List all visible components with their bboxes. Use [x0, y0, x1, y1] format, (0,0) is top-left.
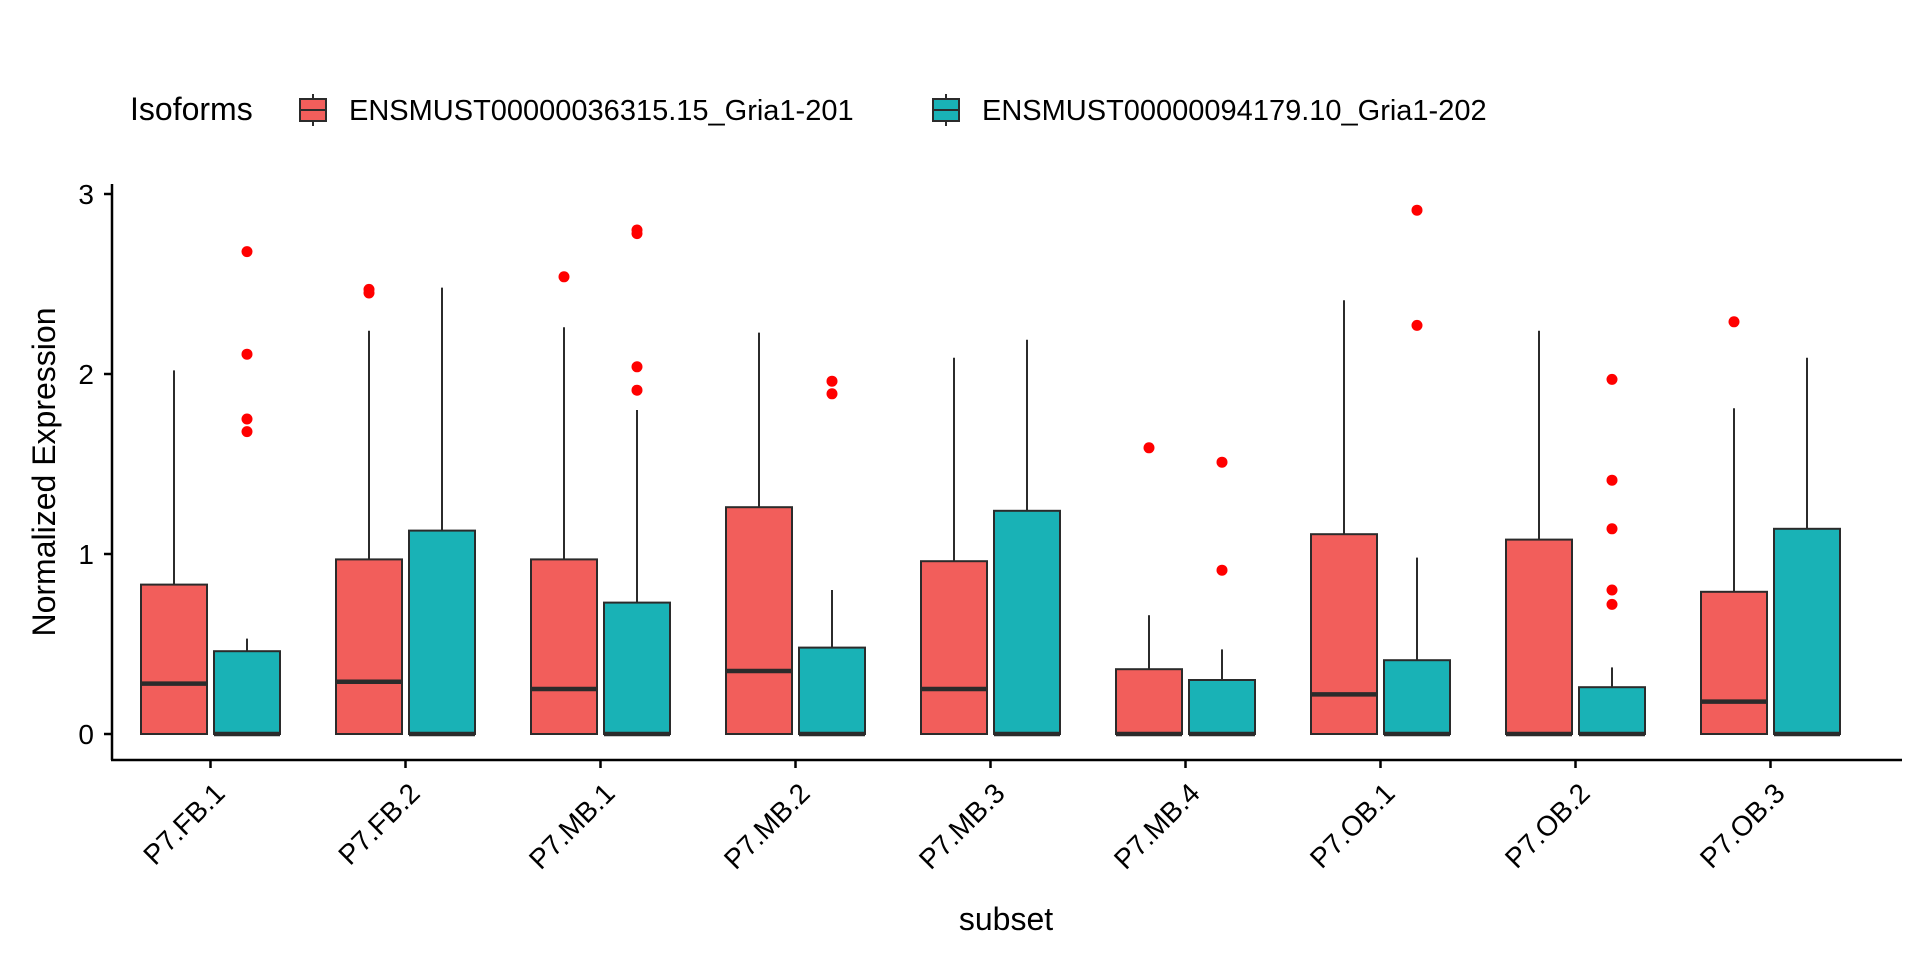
legend-title: Isoforms — [130, 91, 253, 127]
outlier-point — [1411, 319, 1423, 331]
box-p7-fb-1-series-1 — [140, 370, 208, 735]
x-tick-label: P7.MB.2 — [718, 777, 816, 875]
x-tick-label: P7.FB.2 — [332, 777, 425, 870]
x-tick-label: P7.MB.1 — [523, 777, 621, 875]
y-tick-label: 1 — [78, 539, 94, 570]
outlier-point — [1606, 523, 1618, 535]
box-p7-mb-3-series-1 — [920, 357, 988, 736]
outlier-point — [1606, 373, 1618, 385]
x-tick-label: P7.MB.3 — [913, 777, 1011, 875]
box-body — [993, 509, 1061, 735]
box-p7-ob-1-series-2 — [1383, 204, 1451, 737]
outlier-point — [1606, 474, 1618, 486]
box-body — [1310, 533, 1378, 736]
x-tick-label: P7.OB.1 — [1304, 777, 1401, 874]
x-tick-label: P7.MB.4 — [1108, 777, 1206, 875]
x-tick-label: P7.OB.2 — [1499, 777, 1596, 874]
box-body — [1115, 668, 1183, 736]
outlier-point — [558, 271, 570, 283]
box-p7-ob-2-series-1 — [1505, 330, 1573, 737]
plot-area — [140, 204, 1841, 737]
y-axis-title: Normalized Expression — [26, 307, 62, 636]
outlier-point — [1216, 456, 1228, 468]
box-body — [798, 646, 866, 735]
legend-label-gria1-201: ENSMUST00000036315.15_Gria1-201 — [349, 95, 854, 127]
box-body — [1700, 590, 1768, 735]
box-body — [140, 583, 208, 735]
box-body — [213, 650, 281, 736]
legend-key-gria1-202 — [932, 94, 960, 126]
box-p7-fb-2-series-2 — [408, 287, 476, 737]
outlier-point — [631, 224, 643, 236]
box-p7-mb-3-series-2 — [993, 339, 1061, 737]
outlier-point — [631, 384, 643, 396]
outlier-point — [1411, 204, 1423, 216]
box-body — [1188, 679, 1256, 735]
outlier-point — [826, 375, 838, 387]
box-body — [1505, 538, 1573, 735]
outlier-point — [1606, 598, 1618, 610]
y-axis-ticks: 0 1 2 3 — [78, 179, 112, 750]
legend-label-gria1-202: ENSMUST00000094179.10_Gria1-202 — [982, 95, 1487, 127]
box-body — [603, 601, 671, 735]
box-body — [1773, 527, 1841, 735]
box-p7-ob-1-series-1 — [1310, 300, 1378, 736]
y-tick-label: 3 — [78, 179, 94, 210]
x-tick-label: P7.FB.1 — [137, 777, 230, 870]
outlier-point — [631, 361, 643, 373]
outlier-point — [241, 413, 253, 425]
x-axis-ticks: P7.FB.1 P7.FB.2 P7.MB.1 P7.MB.2 P7.MB.3 P7.MB… — [137, 760, 1791, 875]
box-p7-ob-2-series-2 — [1578, 373, 1646, 737]
x-axis-title: subset — [959, 901, 1053, 937]
box-p7-mb-4-series-2 — [1188, 456, 1256, 737]
outlier-point — [1216, 564, 1228, 576]
box-p7-mb-1-series-2 — [603, 224, 671, 737]
y-tick-label: 2 — [78, 359, 94, 390]
outlier-point — [826, 388, 838, 400]
box-body — [530, 558, 598, 736]
box-p7-fb-2-series-1 — [335, 283, 403, 736]
legend: Isoforms ENSMUST00000036315.15_Gria1-201… — [130, 91, 1487, 127]
axes — [110, 184, 1902, 762]
box-p7-mb-2-series-2 — [798, 375, 866, 737]
outlier-point — [241, 348, 253, 360]
box-p7-mb-1-series-1 — [530, 271, 598, 736]
box-p7-ob-3-series-1 — [1700, 316, 1768, 735]
box-body — [1383, 659, 1451, 736]
box-body — [335, 558, 403, 736]
box-p7-ob-3-series-2 — [1773, 357, 1841, 737]
legend-key-gria1-201 — [299, 94, 327, 126]
outlier-point — [1606, 584, 1618, 596]
outlier-point — [241, 246, 253, 258]
box-body — [725, 506, 793, 736]
box-p7-fb-1-series-2 — [213, 246, 281, 737]
box-body — [408, 529, 476, 735]
outlier-point — [1143, 442, 1155, 454]
box-p7-mb-4-series-1 — [1115, 442, 1183, 737]
outlier-point — [1728, 316, 1740, 328]
box-body — [920, 560, 988, 736]
x-tick-label: P7.OB.3 — [1694, 777, 1791, 874]
box-body — [1578, 686, 1646, 736]
outlier-point — [363, 283, 375, 295]
box-p7-mb-2-series-1 — [725, 332, 793, 736]
y-tick-label: 0 — [78, 719, 94, 750]
outlier-point — [241, 426, 253, 438]
